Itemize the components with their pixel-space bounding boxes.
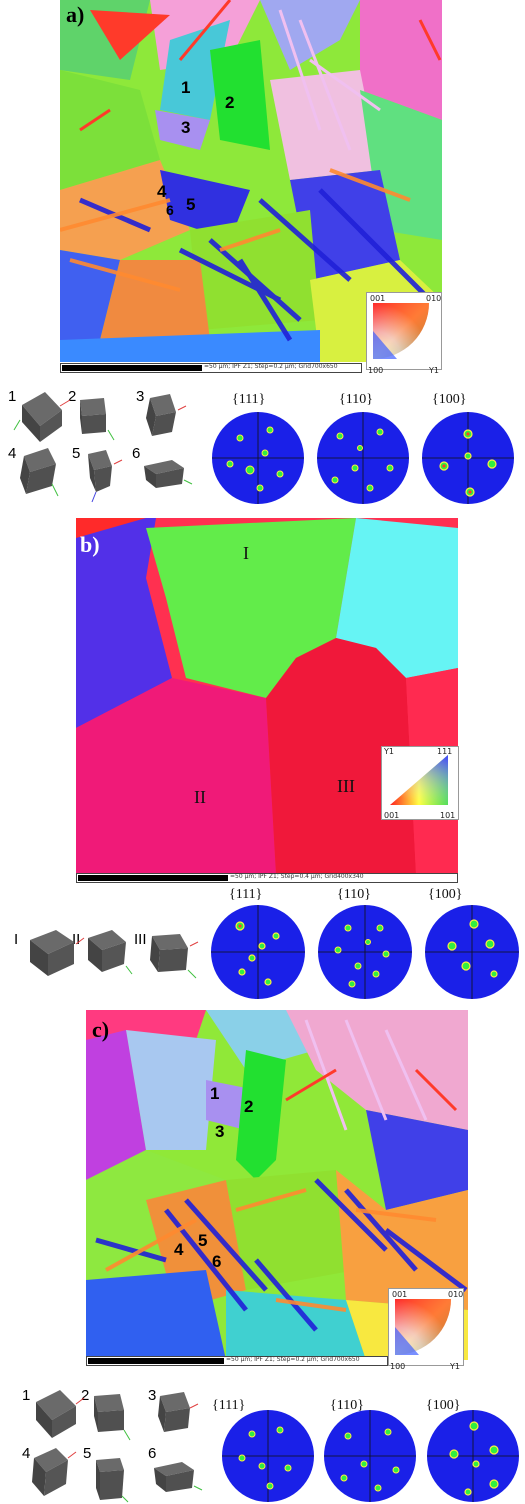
cube-a-3 <box>146 394 176 436</box>
crystal-orientation-cubes-a <box>13 392 193 503</box>
key-c-top-right: 010 <box>448 1290 464 1299</box>
scale-bar-b: =50 µm; IPF Z1; Step=0.4 µm; Grid400x340 <box>76 873 458 883</box>
pole-fig-label-a-110: {110} <box>339 392 373 407</box>
cube-label-a-6: 6 <box>132 445 141 462</box>
panel-label-a: a) <box>66 2 85 27</box>
pole-figures-a <box>212 412 514 504</box>
pole-figure-c-111 <box>222 1410 314 1502</box>
cube-label-c-2: 2 <box>81 1387 90 1404</box>
cube-c-3 <box>158 1392 190 1432</box>
grain-label-a-2: 2 <box>225 93 235 112</box>
scale-bar-c: =50 µm; IPF Z1; Step=0.2 µm; Grid700x650 <box>86 1356 388 1366</box>
key-a-bottom-right: Y1 <box>429 366 439 375</box>
scale-text-c: =50 µm; IPF Z1; Step=0.2 µm; Grid700x650 <box>226 1356 360 1363</box>
pole-figures-c <box>222 1410 519 1502</box>
pole-figure-a-100 <box>422 412 514 504</box>
key-c-bottom-right: Y1 <box>450 1362 460 1371</box>
grain-label-c-2: 2 <box>244 1097 254 1116</box>
cube-b-II <box>88 930 126 972</box>
pole-fig-label-a-100: {100} <box>432 392 467 407</box>
ipf-color-key-c <box>388 1288 464 1366</box>
key-b-top-right: 111 <box>437 747 453 756</box>
key-a-top-left: 001 <box>370 294 386 303</box>
panel-label-c: c) <box>92 1017 110 1042</box>
key-b-bottom-left: 001 <box>384 811 400 820</box>
cube-b-I <box>30 930 74 976</box>
pole-figure-a-111 <box>212 412 304 504</box>
grain-label-a-6: 6 <box>166 202 174 218</box>
grain-label-a-3: 3 <box>181 118 191 137</box>
cube-label-c-3: 3 <box>148 1387 157 1404</box>
cube-label-a-3: 3 <box>136 388 145 405</box>
pole-figure-c-100 <box>427 1410 519 1502</box>
cube-label-b-II: II <box>72 931 81 948</box>
cube-c-6 <box>154 1462 194 1492</box>
cube-label-c-6: 6 <box>148 1445 157 1462</box>
crystal-orientation-cubes-c <box>32 1390 203 1503</box>
key-c-top-left: 001 <box>392 1290 408 1299</box>
cube-c-5 <box>96 1458 124 1500</box>
pole-figure-b-111 <box>211 905 305 999</box>
cube-c-4 <box>32 1448 68 1496</box>
pole-fig-label-b-111: {111} <box>229 887 263 902</box>
pole-figure-a-110 <box>317 412 409 504</box>
cube-label-a-5: 5 <box>72 445 81 462</box>
scale-bar-a: =50 µm; IPF Z1; Step=0.2 µm; Grid700x650 <box>60 363 362 373</box>
cube-c-1 <box>36 1390 76 1438</box>
grain-label-a-5: 5 <box>186 195 196 214</box>
grain-label-a-1: 1 <box>181 78 191 97</box>
grain-label-c-5: 5 <box>198 1231 208 1250</box>
key-a-bottom-left: 100 <box>368 366 384 375</box>
cube-label-a-4: 4 <box>8 445 17 462</box>
pole-fig-label-b-110: {110} <box>337 887 371 902</box>
pole-fig-label-c-110: {110} <box>330 1398 364 1413</box>
cube-b-III <box>150 934 188 972</box>
grain-label-b-III: III <box>337 776 355 796</box>
cube-label-c-1: 1 <box>22 1387 31 1404</box>
grain-label-c-1: 1 <box>210 1084 220 1103</box>
pole-fig-label-b-100: {100} <box>428 887 463 902</box>
ipf-color-key-a <box>366 292 442 370</box>
key-a-top-right: 010 <box>426 294 442 303</box>
grain-label-b-I: I <box>243 543 249 563</box>
panel-label-b: b) <box>80 532 100 557</box>
pole-fig-label-c-100: {100} <box>426 1398 461 1413</box>
grain-label-b-II: II <box>194 787 206 807</box>
key-b-bottom-right: 101 <box>440 811 456 820</box>
pole-figure-c-110 <box>324 1410 416 1502</box>
cube-label-b-III: III <box>134 931 147 948</box>
grain-label-c-4: 4 <box>174 1240 184 1259</box>
grain-label-c-3: 3 <box>215 1122 225 1141</box>
cube-c-2 <box>94 1394 124 1432</box>
grain-label-a-4: 4 <box>157 182 167 201</box>
cube-label-c-5: 5 <box>83 1445 92 1462</box>
pole-fig-label-a-111: {111} <box>232 392 266 407</box>
key-c-bottom-left: 100 <box>390 1362 406 1371</box>
cube-a-6 <box>144 460 184 488</box>
pole-figure-b-100 <box>425 905 519 999</box>
scale-text-a: =50 µm; IPF Z1; Step=0.2 µm; Grid700x650 <box>204 363 338 370</box>
cube-a-1 <box>22 392 62 442</box>
cube-label-b-I: I <box>14 931 19 948</box>
crystal-orientation-cubes-b <box>30 930 199 979</box>
ipf-color-key-b <box>381 746 459 820</box>
pole-fig-label-c-111: {111} <box>212 1398 246 1413</box>
scale-text-b: =50 µm; IPF Z1; Step=0.4 µm; Grid400x340 <box>230 873 364 880</box>
key-b-top-left: Y1 <box>384 747 394 756</box>
cube-a-5 <box>88 450 112 492</box>
cube-a-2 <box>80 398 106 434</box>
pole-figures-b <box>211 905 519 999</box>
cube-label-a-1: 1 <box>8 388 17 405</box>
cube-label-a-2: 2 <box>68 388 77 405</box>
cube-label-c-4: 4 <box>22 1445 31 1462</box>
cube-a-4 <box>20 448 56 494</box>
pole-figure-b-110 <box>318 905 412 999</box>
grain-label-c-6: 6 <box>212 1252 222 1271</box>
